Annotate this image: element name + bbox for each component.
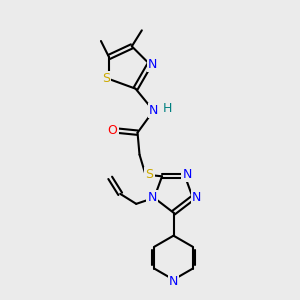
Text: S: S [102,73,110,85]
Text: H: H [163,102,172,115]
Text: N: N [182,168,192,181]
Text: N: N [169,275,178,288]
Text: S: S [146,168,154,181]
Text: O: O [108,124,118,137]
Text: N: N [192,191,202,204]
Text: N: N [148,58,158,71]
Text: N: N [148,191,157,204]
Text: N: N [149,104,158,117]
